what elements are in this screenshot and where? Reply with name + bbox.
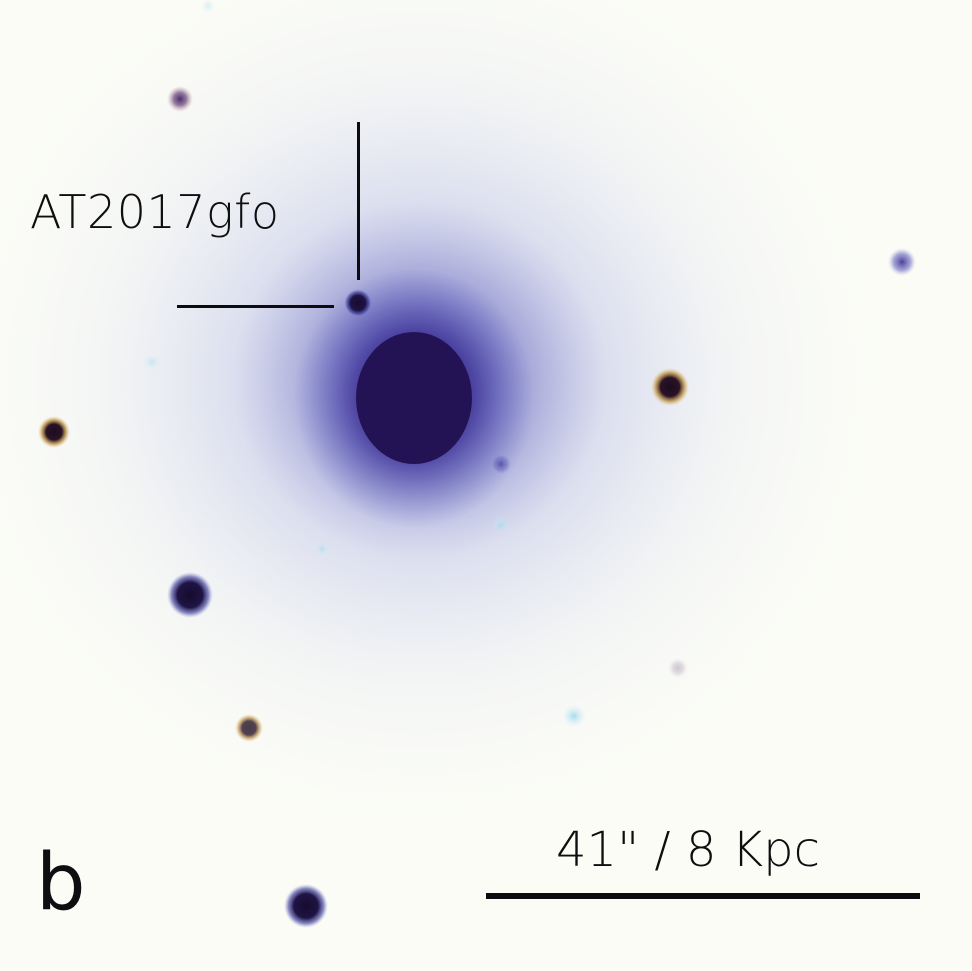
transient-source <box>344 289 372 317</box>
galaxy-core <box>356 332 472 464</box>
field-star <box>668 658 688 678</box>
field-star <box>38 416 70 448</box>
panel-letter: b <box>36 838 86 928</box>
field-star <box>200 0 216 14</box>
field-star <box>284 884 328 928</box>
target-label: AT2017gfo <box>30 185 280 239</box>
field-star <box>492 516 510 534</box>
field-star <box>167 86 193 112</box>
field-star <box>235 714 263 742</box>
field-star <box>888 248 916 276</box>
scale-bar <box>486 893 920 899</box>
field-star <box>314 541 330 557</box>
field-star <box>562 704 586 728</box>
target-marker-horizontal <box>177 305 334 308</box>
field-star <box>490 453 512 475</box>
scale-bar-label: 41" / 8 Kpc <box>556 822 820 878</box>
field-star <box>651 368 689 406</box>
field-star <box>143 353 161 371</box>
field-star <box>167 572 213 618</box>
target-marker-vertical <box>357 122 360 280</box>
